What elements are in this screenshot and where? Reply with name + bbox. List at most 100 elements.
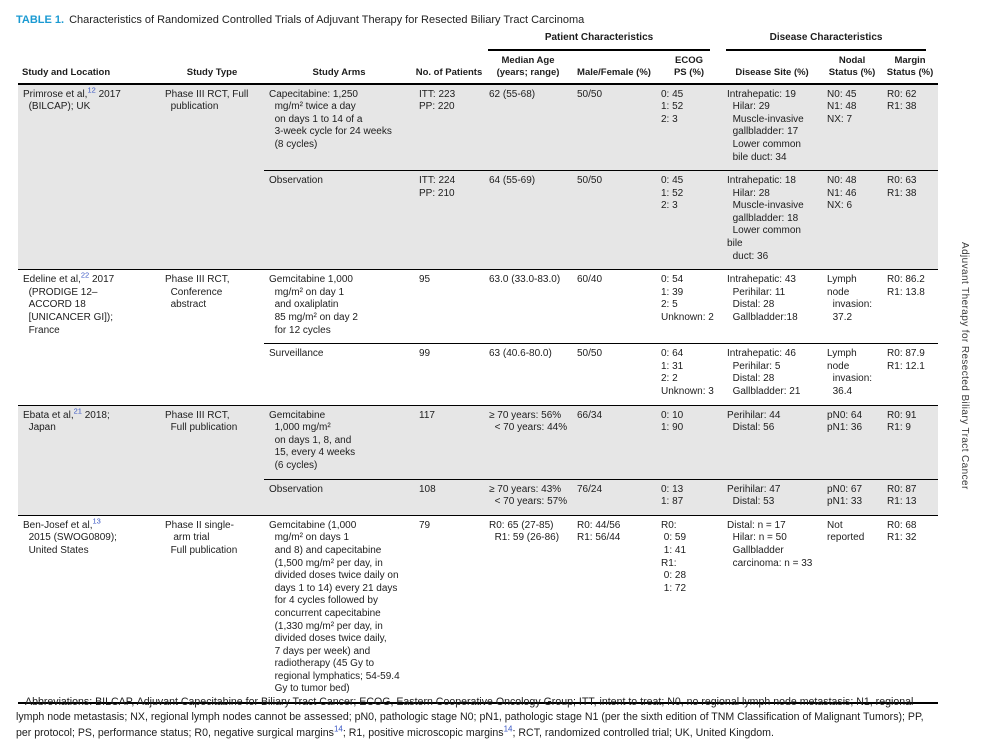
cell-study-arms: Observation	[264, 170, 414, 270]
col-header-no-patients: No. of Patients	[414, 52, 484, 85]
cell-study-arms: Observation	[264, 478, 414, 516]
cell-patients: 79	[414, 514, 484, 704]
cell-disease-site: Intrahepatic: 19 Hilar: 29 Muscle-invasi…	[722, 83, 823, 171]
cell-study-arms: Gemcitabine 1,000 mg/m² on days 1, 8, an…	[264, 404, 414, 480]
cell-nodal-status: pN0: 67 pN1: 33	[822, 478, 883, 516]
cell-patients: ITT: 224 PP: 210	[414, 170, 484, 270]
cell-median-age: 62 (55-68)	[484, 83, 572, 171]
cell-male-female: 50/50	[572, 170, 656, 270]
cell-disease-site: Intrahepatic: 18 Hilar: 28 Muscle-invasi…	[722, 170, 823, 270]
group-header-disease: Disease Characteristics	[722, 32, 938, 53]
characteristics-table: Patient Characteristics Disease Characte…	[18, 32, 939, 705]
study-name-text: Ben-Josef et al,	[23, 519, 93, 531]
cell-median-age: ≥ 70 years: 43% < 70 years: 57%	[484, 478, 572, 516]
study-name-text: 2017 (BILCAP); UK	[28, 88, 121, 113]
group-header-spacer	[18, 32, 484, 53]
cell-margin-status: R0: 86.2 R1: 13.8	[882, 269, 939, 344]
col-header-nodal-status: Nodal Status (%)	[822, 52, 883, 85]
cell-nodal-status: Lymph node invasion: 37.2	[822, 269, 883, 344]
study-name-text: Ebata et al,	[23, 409, 74, 421]
study-name-text: Primrose et al,	[23, 88, 88, 100]
cell-patients: 95	[414, 269, 484, 344]
abbreviations-footnote: Abbreviations: BILCAP, Adjuvant Capecita…	[16, 695, 940, 742]
table-subrow: Observation 108 ≥ 70 years: 43% < 70 yea…	[18, 478, 939, 516]
reference-superscript: 13	[92, 516, 101, 526]
cell-study-name: Ebata et al,21 2018; Japan	[18, 404, 160, 516]
cell-margin-status: R0: 87 R1: 13	[882, 478, 939, 516]
reference-superscript: 21	[73, 406, 82, 416]
table-head: Patient Characteristics Disease Characte…	[18, 32, 939, 85]
group-header-patient: Patient Characteristics	[484, 32, 722, 53]
col-header-median-age: Median Age (years; range)	[484, 52, 572, 85]
reference-superscript: 12	[87, 85, 96, 95]
cell-nodal-status: pN0: 64 pN1: 36	[822, 404, 883, 480]
footnote-text: Abbreviations: BILCAP, Adjuvant Capecita…	[16, 695, 924, 739]
group-header-row: Patient Characteristics Disease Characte…	[18, 32, 938, 53]
cell-study-type: Phase III RCT, Full publication	[160, 404, 264, 516]
table-row: Primrose et al,12 2017 (BILCAP); UK Phas…	[18, 83, 939, 270]
cell-study-name: Primrose et al,12 2017 (BILCAP); UK	[18, 83, 160, 270]
cell-male-female: R0: 44/56 R1: 56/44	[572, 514, 656, 704]
study-name-text: Edeline et al,	[23, 274, 81, 286]
table-row: Edeline et al,22 2017 (PRODIGE 12– ACCOR…	[18, 269, 939, 406]
cell-disease-site: Intrahepatic: 46 Perihilar: 5 Distal: 28…	[722, 343, 823, 406]
cell-nodal-status: Not reported	[822, 514, 883, 704]
cell-disease-site: Perihilar: 47 Distal: 53	[722, 478, 823, 516]
cell-study-name: Edeline et al,22 2017 (PRODIGE 12– ACCOR…	[18, 269, 160, 406]
cell-median-age: 63.0 (33.0-83.0)	[484, 269, 572, 344]
cell-ecog: 0: 45 1: 52 2: 3	[656, 170, 723, 270]
cell-study-arms: Gemcitabine (1,000 mg/m² on days 1 and 8…	[264, 514, 414, 704]
cell-disease-site: Distal: n = 17 Hilar: n = 50 Gallbladder…	[722, 514, 823, 704]
cell-margin-status: R0: 62 R1: 38	[882, 83, 939, 171]
journal-margin-note: Adjuvant Therapy for Resected Biliary Tr…	[959, 242, 970, 490]
table-subrow: Surveillance 99 63 (40.6-80.0) 50/50 0: …	[18, 343, 939, 406]
study-edeline: Edeline et al,22 2017 (PRODIGE 12– ACCOR…	[18, 269, 939, 406]
study-name-text: 2017 (PRODIGE 12– ACCORD 18 [UNICANCER G…	[28, 274, 115, 336]
cell-median-age: 64 (55-69)	[484, 170, 572, 270]
cell-margin-status: R0: 87.9 R1: 12.1	[882, 343, 939, 406]
cell-median-age: ≥ 70 years: 56% < 70 years: 44%	[484, 404, 572, 480]
cell-ecog: 0: 13 1: 87	[656, 478, 723, 516]
table-title: Characteristics of Randomized Controlled…	[69, 14, 585, 26]
table-subrow: Observation ITT: 224 PP: 210 64 (55-69) …	[18, 170, 939, 270]
cell-study-name: Ben-Josef et al,13 2015 (SWOG0809); Unit…	[18, 514, 160, 704]
cell-ecog: 0: 64 1: 31 2: 2 Unknown: 3	[656, 343, 723, 406]
footnote-text: ; R1, positive microscopic margins	[342, 726, 504, 739]
cell-patients: 99	[414, 343, 484, 406]
cell-margin-status: R0: 63 R1: 38	[882, 170, 939, 270]
cell-study-arms: Capecitabine: 1,250 mg/m² twice a day on…	[264, 83, 414, 171]
cell-male-female: 50/50	[572, 343, 656, 406]
reference-superscript: 14	[503, 724, 513, 734]
cell-nodal-status: Lymph node invasion: 36.4	[822, 343, 883, 406]
cell-patients: 117	[414, 404, 484, 480]
cell-disease-site: Intrahepatic: 43 Perihilar: 11 Distal: 2…	[722, 269, 823, 344]
cell-median-age: R0: 65 (27-85) R1: 59 (26-86)	[484, 514, 572, 704]
group-header-disease-label: Disease Characteristics	[726, 32, 927, 51]
reference-superscript: 22	[80, 270, 90, 280]
col-header-male-female: Male/Female (%)	[572, 52, 656, 85]
cell-disease-site: Perihilar: 44 Distal: 56	[722, 404, 823, 480]
cell-patients: ITT: 223 PP: 220	[414, 83, 484, 171]
study-ben-josef: Ben-Josef et al,13 2015 (SWOG0809); Unit…	[18, 514, 939, 704]
col-header-margin-status: Margin Status (%)	[882, 52, 939, 85]
cell-study-type: Phase III RCT, Full publication	[160, 83, 264, 270]
col-header-study-arms: Study Arms	[264, 52, 414, 85]
col-header-ecog: ECOG PS (%)	[656, 52, 723, 85]
col-header-study-location: Study and Location	[18, 52, 160, 85]
cell-patients: 108	[414, 478, 484, 516]
col-header-disease-site: Disease Site (%)	[722, 52, 823, 85]
cell-median-age: 63 (40.6-80.0)	[484, 343, 572, 406]
reference-superscript: 14	[333, 724, 343, 734]
footnote-text: ; RCT, randomized controlled trial; UK, …	[512, 726, 774, 739]
cell-male-female: 50/50	[572, 83, 656, 171]
cell-ecog: 0: 54 1: 39 2: 5 Unknown: 2	[656, 269, 723, 344]
table-row: Ebata et al,21 2018; Japan Phase III RCT…	[18, 404, 939, 516]
cell-study-arms: Gemcitabine 1,000 mg/m² on day 1 and oxa…	[264, 269, 414, 344]
column-header-row: Study and Location Study Type Study Arms…	[18, 52, 939, 85]
cell-ecog: 0: 10 1: 90	[656, 404, 723, 480]
study-name-text: 2018; Japan	[28, 409, 110, 434]
cell-nodal-status: N0: 48 N1: 46 NX: 6	[822, 170, 883, 270]
table-label: TABLE 1.	[16, 14, 65, 26]
cell-male-female: 60/40	[572, 269, 656, 344]
